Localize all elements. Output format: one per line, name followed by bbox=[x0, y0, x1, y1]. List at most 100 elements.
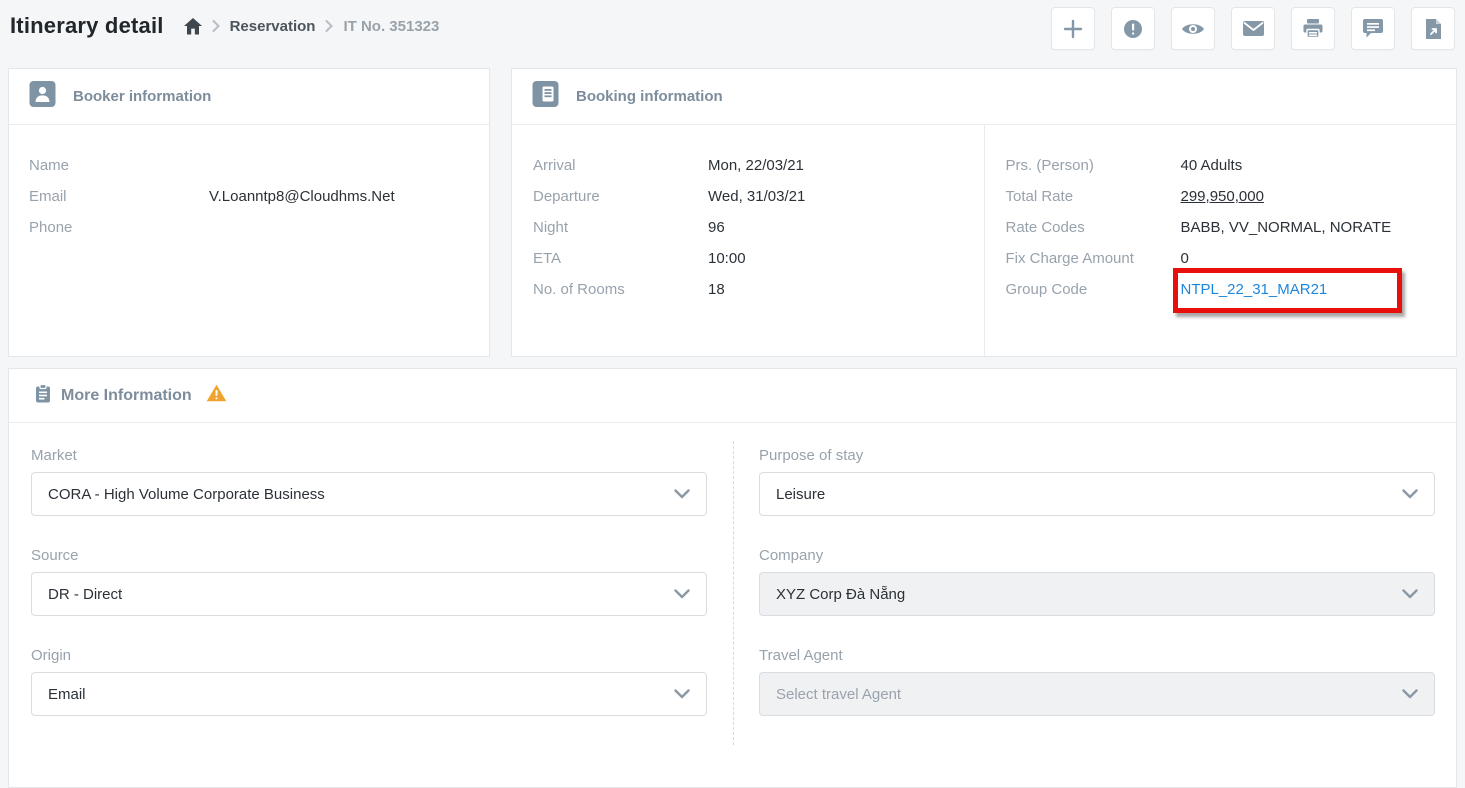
selected-value: Email bbox=[48, 685, 86, 703]
fix-charge-row: Fix Charge Amount 0 bbox=[1006, 243, 1439, 274]
group-code-row: Group Code NTPL_22_31_MAR21 bbox=[1005, 268, 1439, 313]
more-info-left-column: Market CORA - High Volume Corporate Busi… bbox=[31, 447, 707, 747]
field-label: Name bbox=[29, 157, 70, 174]
breadcrumb: Reservation IT No. 351323 bbox=[183, 17, 440, 35]
field-label: Origin bbox=[31, 647, 72, 664]
alert-circle-icon bbox=[1122, 18, 1144, 40]
travel-agent-field: Travel Agent Select travel Agent bbox=[759, 647, 1435, 716]
booking-left-column: Arrival Mon, 22/03/21 Departure Wed, 31/… bbox=[512, 125, 984, 356]
purpose-of-stay-field: Purpose of stay Leisure bbox=[759, 447, 1435, 516]
field-value: 0 bbox=[1180, 250, 1189, 267]
booker-fields: Name Email V.Loanntp8@Cloudhms.Net Phone bbox=[9, 125, 489, 268]
printer-icon bbox=[1302, 18, 1324, 39]
field-label: Email bbox=[29, 188, 67, 205]
view-button[interactable] bbox=[1171, 7, 1215, 50]
field-label: Group Code bbox=[1005, 281, 1088, 298]
booking-panel-title: Booking information bbox=[576, 88, 723, 105]
field-label: Rate Codes bbox=[1005, 219, 1085, 236]
booker-phone-row: Phone bbox=[29, 212, 469, 243]
booker-email-row: Email V.Loanntp8@Cloudhms.Net bbox=[29, 181, 469, 212]
field-label: Company bbox=[759, 547, 824, 564]
add-button[interactable] bbox=[1051, 7, 1095, 50]
market-field: Market CORA - High Volume Corporate Busi… bbox=[31, 447, 707, 516]
field-label: Arrival bbox=[533, 157, 576, 174]
purpose-of-stay-select[interactable]: Leisure bbox=[759, 472, 1435, 516]
booking-right-column: Prs. (Person) 40 Adults Total Rate 299,9… bbox=[983, 125, 1457, 356]
group-code-link[interactable]: NTPL_22_31_MAR21 bbox=[1180, 281, 1328, 298]
field-label: Total Rate bbox=[1005, 188, 1074, 205]
field-value: Wed, 31/03/21 bbox=[708, 188, 806, 205]
export-document-button[interactable] bbox=[1411, 7, 1455, 50]
arrival-row: Arrival Mon, 22/03/21 bbox=[533, 150, 966, 181]
selected-value: CORA - High Volume Corporate Business bbox=[48, 485, 325, 503]
mail-icon bbox=[1242, 20, 1265, 37]
more-information-panel: More Information Market CORA - High Volu… bbox=[8, 368, 1457, 788]
alert-button[interactable] bbox=[1111, 7, 1155, 50]
action-toolbar bbox=[1051, 7, 1455, 50]
email-button[interactable] bbox=[1231, 7, 1275, 50]
person-icon bbox=[29, 81, 56, 112]
field-value: BABB, VV_NORMAL, NORATE bbox=[1180, 219, 1392, 236]
breadcrumb-it-number: IT No. 351323 bbox=[343, 17, 440, 35]
booking-panel-header: Booking information bbox=[512, 69, 1456, 125]
field-label: Prs. (Person) bbox=[1005, 157, 1094, 174]
travel-agent-select[interactable]: Select travel Agent bbox=[759, 672, 1435, 716]
more-info-right-column: Purpose of stay Leisure Company XYZ Corp… bbox=[759, 447, 1435, 747]
booking-information-panel: Booking information Arrival Mon, 22/03/2… bbox=[511, 68, 1457, 357]
selected-value: XYZ Corp Đà Nẵng bbox=[776, 585, 906, 603]
notes-button[interactable] bbox=[1351, 7, 1395, 50]
origin-field: Origin Email bbox=[31, 647, 707, 716]
chevron-down-icon bbox=[674, 686, 690, 703]
column-divider bbox=[732, 441, 734, 745]
chevron-down-icon bbox=[1402, 686, 1418, 703]
field-label: Purpose of stay bbox=[759, 447, 864, 464]
source-select[interactable]: DR - Direct bbox=[31, 572, 707, 616]
chevron-right-icon bbox=[325, 19, 334, 35]
field-label: Market bbox=[31, 447, 77, 464]
total-rate-link[interactable]: 299,950,000 bbox=[1180, 188, 1264, 205]
more-info-title: More Information bbox=[61, 386, 192, 404]
chevron-right-icon bbox=[212, 19, 220, 35]
eye-icon bbox=[1181, 20, 1205, 38]
rooms-row: No. of Rooms 18 bbox=[533, 274, 966, 305]
field-value: 10:00 bbox=[708, 250, 746, 267]
rate-codes-row: Rate Codes BABB, VV_NORMAL, NORATE bbox=[1006, 212, 1439, 243]
booker-information-panel: Booker information Name Email V.Loanntp8… bbox=[8, 68, 490, 357]
itinerary-detail-page: Itinerary detail Reservation IT No. 3513… bbox=[8, 7, 1457, 788]
more-info-form: Market CORA - High Volume Corporate Busi… bbox=[9, 423, 1456, 757]
field-label: Fix Charge Amount bbox=[1005, 250, 1134, 267]
eta-row: ETA 10:00 bbox=[533, 243, 966, 274]
field-label: No. of Rooms bbox=[533, 281, 625, 298]
company-select[interactable]: XYZ Corp Đà Nẵng bbox=[759, 572, 1435, 616]
comment-icon bbox=[1362, 18, 1384, 39]
warning-icon bbox=[206, 384, 227, 407]
departure-row: Departure Wed, 31/03/21 bbox=[533, 181, 966, 212]
selected-value: DR - Direct bbox=[48, 585, 123, 603]
breadcrumb-reservation[interactable]: Reservation bbox=[229, 17, 316, 35]
file-export-icon bbox=[1424, 18, 1443, 40]
total-rate-row: Total Rate 299,950,000 bbox=[1006, 181, 1439, 212]
field-value: V.Loanntp8@Cloudhms.Net bbox=[209, 188, 395, 205]
field-label: Night bbox=[533, 219, 569, 236]
market-select[interactable]: CORA - High Volume Corporate Business bbox=[31, 472, 707, 516]
print-button[interactable] bbox=[1291, 7, 1335, 50]
booker-panel-title: Booker information bbox=[73, 88, 212, 105]
chevron-down-icon bbox=[1402, 486, 1418, 503]
field-label: Travel Agent bbox=[759, 647, 843, 664]
chevron-down-icon bbox=[1402, 586, 1418, 603]
field-label: Phone bbox=[29, 219, 73, 236]
origin-select[interactable]: Email bbox=[31, 672, 707, 716]
selected-value: Leisure bbox=[776, 485, 826, 503]
field-label: Source bbox=[31, 547, 79, 564]
home-icon[interactable] bbox=[183, 17, 202, 35]
clipboard-icon bbox=[35, 383, 51, 408]
persons-row: Prs. (Person) 40 Adults bbox=[1006, 150, 1439, 181]
night-row: Night 96 bbox=[533, 212, 966, 243]
placeholder-value: Select travel Agent bbox=[776, 685, 902, 703]
page-header: Itinerary detail Reservation IT No. 3513… bbox=[10, 7, 439, 39]
field-value: 18 bbox=[708, 281, 725, 298]
plus-icon bbox=[1062, 18, 1084, 40]
booking-card-icon bbox=[532, 81, 559, 112]
chevron-down-icon bbox=[674, 486, 690, 503]
page-title: Itinerary detail bbox=[10, 13, 164, 38]
